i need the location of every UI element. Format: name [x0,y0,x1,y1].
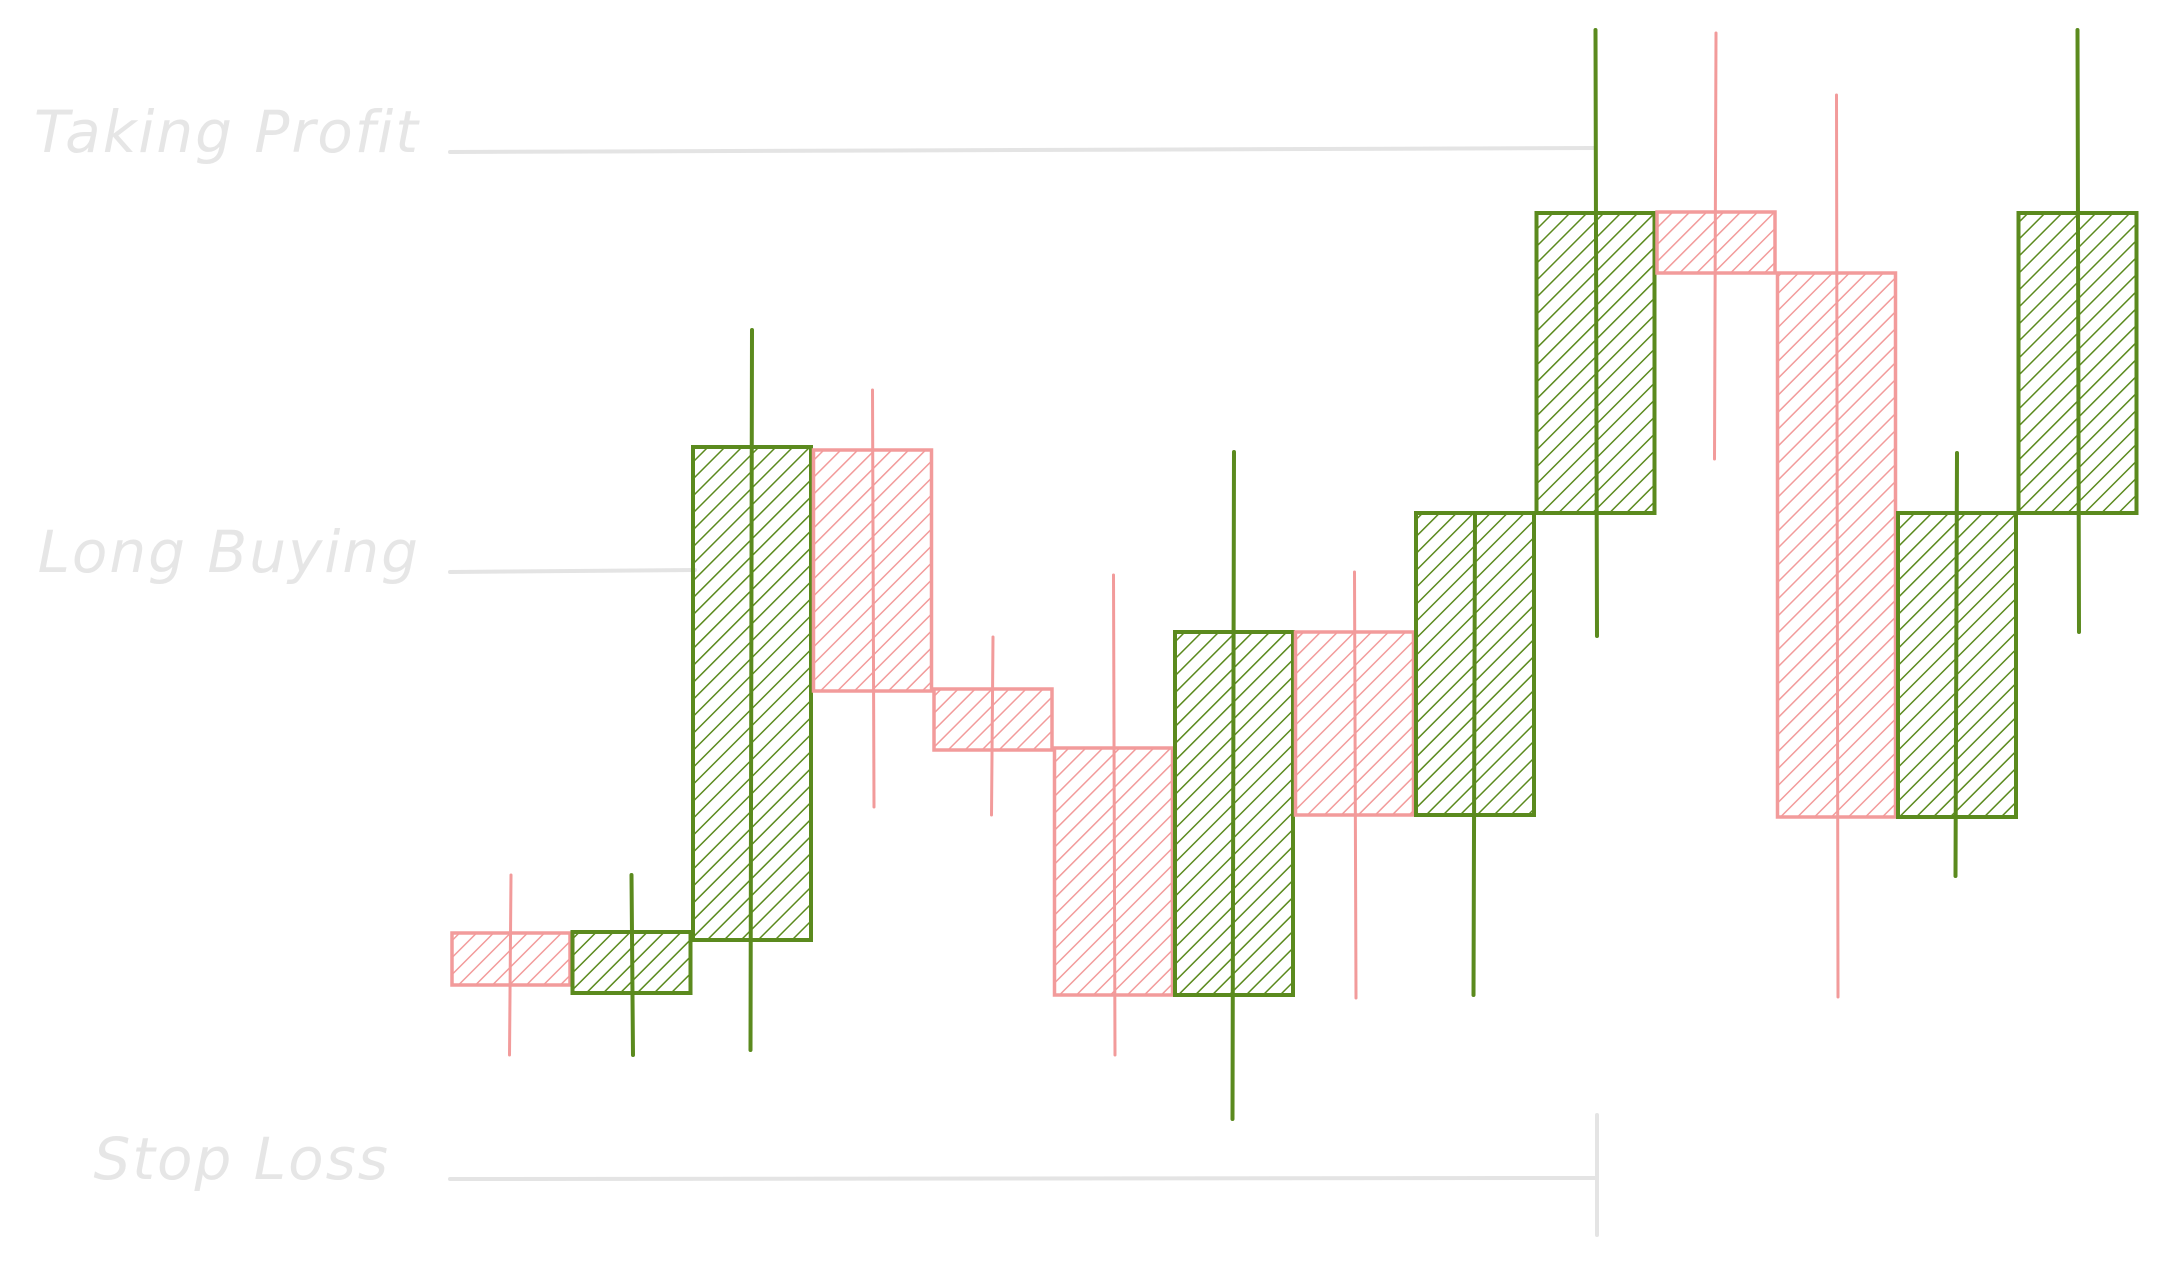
bullish-candle-body [570,930,693,995]
candle [932,635,1054,817]
bearish-candle-body [932,687,1054,752]
taking-profit-line [448,146,1597,154]
candle [691,328,813,1052]
bearish-candle-body [1655,210,1777,275]
bullish-candle-body [1173,630,1295,997]
candle [1775,93,1898,999]
bearish-candle-body [1052,746,1175,997]
price-levels: Taking Profit Long Buying Stop Loss [34,98,1599,1237]
candle [1293,570,1416,1000]
bullish-candle-body [1896,511,2018,819]
candle [450,873,572,1057]
bullish-candle-body [2016,211,2139,515]
bearish-candle-body [811,448,934,693]
bearish-candle-body [450,931,572,987]
taking-profit-label: Taking Profit [34,98,420,166]
candle [1173,450,1295,1121]
long-buying-line [448,568,697,574]
stop-loss-line [448,1176,1597,1181]
stop-loss-label: Stop Loss [93,1125,390,1193]
candle [1896,451,2018,878]
candle [811,388,934,809]
candles [450,28,2139,1121]
candle [1414,511,1536,997]
candle [570,873,693,1057]
candle [1534,28,1657,638]
candle [2016,28,2139,634]
candle [1052,573,1175,1057]
candle [1655,31,1777,461]
long-buying-label: Long Buying [38,518,420,586]
bullish-candle-body [1414,511,1536,817]
bullish-candle-body [1534,211,1657,515]
bullish-candle-body [691,445,813,942]
bearish-candle-body [1293,630,1416,817]
bearish-candle-body [1775,271,1898,819]
